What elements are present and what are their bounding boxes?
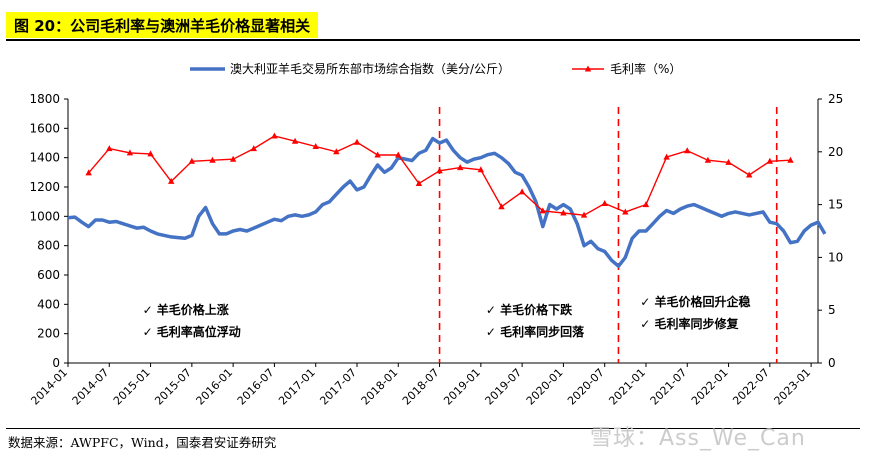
gross-margin-point (188, 157, 196, 164)
annotation-line: ✓ 羊毛价格下跌 (486, 302, 573, 317)
gross-margin-point (663, 153, 670, 160)
gross-margin-point (787, 156, 794, 163)
x-tick-label: 2017-01 (276, 366, 318, 408)
gross-margin-point (518, 188, 526, 195)
gross-margin-point (395, 151, 402, 158)
gross-margin-point (106, 145, 113, 152)
gross-margin-point (457, 164, 464, 171)
x-tick-label: 2015-07 (152, 366, 194, 408)
y-right-tick-label: 25 (828, 92, 843, 106)
gross-margin-point (560, 209, 567, 216)
x-tick-label: 2017-07 (317, 366, 359, 408)
source-rule (6, 428, 860, 429)
gross-margin-point (312, 143, 319, 150)
gross-margin-point (415, 179, 423, 186)
x-tick-label: 2015-01 (111, 366, 153, 408)
gross-margin-point (250, 145, 257, 152)
x-tick-label: 2022-07 (730, 366, 772, 408)
x-tick-label: 2016-07 (235, 366, 277, 408)
x-tick-label: 2019-07 (483, 366, 525, 408)
legend-margin-marker (584, 65, 592, 72)
y-left-tick-label: 1800 (29, 92, 60, 106)
y-right-tick-label: 20 (828, 145, 843, 159)
gross-margin-point (436, 167, 443, 174)
gross-margin-point (168, 177, 175, 184)
chart-title: 图 20：公司毛利率与澳洲羊毛价格显著相关 (14, 16, 311, 35)
y-right-tick-label: 15 (828, 198, 843, 212)
y-right-tick-label: 0 (828, 356, 836, 370)
watermark: 雪球：Ass_We_Can (590, 426, 806, 451)
gross-margin-point (704, 156, 712, 163)
chart-legend: 澳大利亚羊毛交易所东部市场综合指数（美分/公斤） 毛利率（%） (190, 61, 681, 76)
gross-margin-point (271, 132, 278, 139)
chart-annotations: ✓ 羊毛价格上涨 ✓ 毛利率高位浮动 ✓ 羊毛价格下跌 ✓ 毛利率同步回落 ✓ 羊毛价格… (143, 294, 751, 339)
data-source-note: 数据来源：AWPFC，Wind，国泰君安证券研究 (8, 435, 277, 450)
gross-margin-point (209, 156, 216, 163)
x-tick-label: 2019-01 (441, 366, 483, 408)
gross-margin-point (291, 137, 299, 144)
chart-title-banner: 图 20：公司毛利率与澳洲羊毛价格显著相关 (6, 12, 319, 38)
gross-margin-point (601, 200, 608, 207)
gross-margin-point (622, 208, 629, 215)
gross-margin-point (126, 149, 134, 156)
gross-margin-point (85, 169, 92, 176)
gross-margin-point (147, 150, 154, 157)
gross-margin-point (684, 147, 691, 154)
y-left-tick-label: 1400 (29, 151, 60, 165)
y-left-tick-label: 1600 (29, 121, 60, 135)
y-left-tick-label: 1000 (29, 209, 60, 223)
gross-margin-point (229, 155, 237, 162)
y-left-tick-label: 200 (37, 327, 60, 341)
y-right-tick-label: 5 (828, 303, 836, 317)
y-left-tick-label: 0 (52, 356, 60, 370)
y-left-tick-label: 400 (37, 297, 60, 311)
x-tick-label: 2021-01 (606, 366, 648, 408)
x-tick-label: 2020-01 (524, 366, 566, 408)
annotation-line: ✓ 毛利率高位浮动 (143, 324, 241, 339)
legend-margin-label: 毛利率（%） (610, 61, 681, 76)
gross-margin-series (85, 132, 794, 218)
gross-margin-point (580, 211, 588, 218)
legend-wool-label: 澳大利亚羊毛交易所东部市场综合指数（美分/公斤） (230, 61, 510, 76)
gross-margin-point (333, 148, 340, 155)
annotation-line: ✓ 毛利率同步回落 (486, 324, 585, 339)
y-left-tick-label: 800 (37, 239, 60, 253)
wool-price-line (67, 136, 827, 268)
annotation-line: ✓ 羊毛价格上涨 (143, 302, 229, 317)
gross-margin-point (725, 158, 732, 165)
x-tick-label: 2022-01 (689, 366, 731, 408)
gross-margin-point (477, 166, 485, 173)
gross-margin-point (374, 151, 381, 158)
gross-margin-point (642, 201, 650, 208)
gross-margin-point (498, 203, 505, 210)
title-underline (6, 39, 860, 41)
wool-price-series (67, 136, 827, 268)
x-tick-label: 2023-01 (772, 366, 814, 408)
gross-margin-point (353, 138, 361, 145)
x-tick-label: 2018-07 (400, 366, 442, 408)
x-tick-label: 2018-01 (359, 366, 401, 408)
annotation-line: ✓ 毛利率同步修复 (640, 316, 739, 331)
y-left-tick-label: 600 (37, 268, 60, 282)
gross-margin-point (539, 207, 546, 214)
x-tick-label: 2014-07 (70, 366, 112, 408)
period-dividers (438, 107, 778, 363)
x-tick-label: 2020-07 (565, 366, 607, 408)
annotation-line: ✓ 羊毛价格回升企稳 (640, 294, 750, 309)
gross-margin-point (745, 171, 753, 178)
gross-margin-point (766, 157, 774, 164)
y-right-tick-label: 10 (828, 250, 843, 264)
x-tick-label: 2021-07 (648, 366, 690, 408)
y-left-tick-label: 1200 (29, 180, 60, 194)
x-tick-label: 2016-01 (194, 366, 236, 408)
x-tick-label: 2014-01 (28, 366, 70, 408)
